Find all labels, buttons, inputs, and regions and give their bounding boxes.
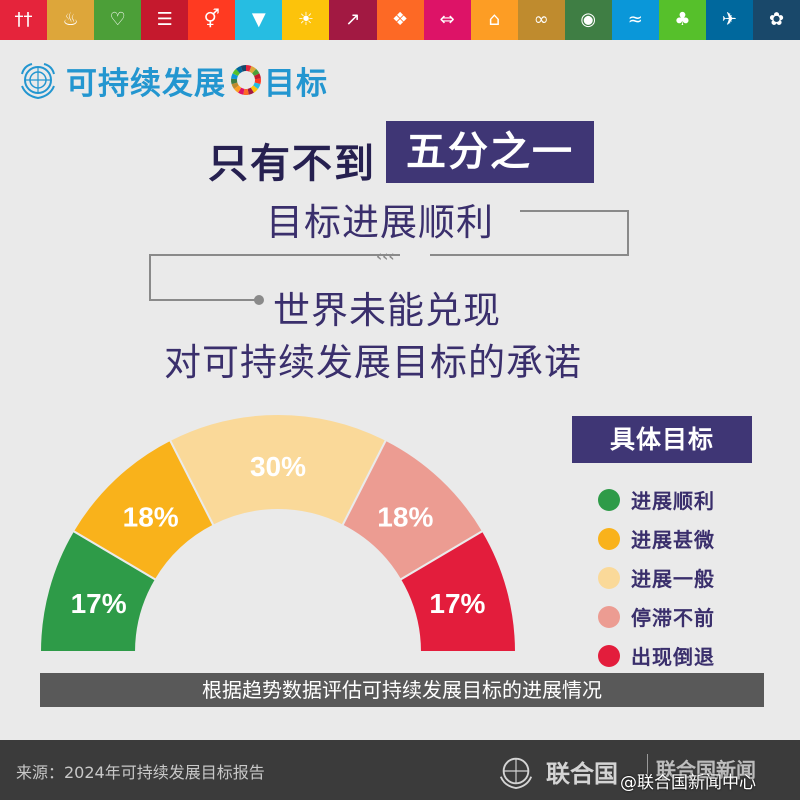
people-icon: †† <box>0 0 48 40</box>
headline-line-1: 目标进展顺利 <box>266 201 494 244</box>
legend-title: 具体目标 <box>572 416 752 463</box>
bowl-icon: ♨ <box>47 0 95 40</box>
footer-un-emblem-icon <box>499 757 533 790</box>
chart-data-label: 17% <box>429 588 485 619</box>
sdg-wheel-segment <box>235 66 243 74</box>
legend-swatch <box>598 605 620 628</box>
growth-chart-icon: ↗ <box>329 0 377 40</box>
legend-label: 进展一般 <box>631 567 715 591</box>
sdg-wheel-segment <box>240 65 246 72</box>
sdg-wheel-segment <box>249 66 257 74</box>
sdg-wheel-segment <box>234 85 242 93</box>
headline-lead: 只有不到 <box>208 141 376 187</box>
fish-icon: ≈ <box>611 0 659 40</box>
headline-line-2: 世界未能兑现 <box>273 289 501 332</box>
water-drop-icon: ▼ <box>235 0 283 40</box>
un-emblem-icon <box>21 63 55 100</box>
flower-icon: ✿ <box>753 0 800 40</box>
legend-label: 停滞不前 <box>631 606 715 630</box>
sdg-wheel-segment <box>231 78 238 85</box>
page-footer: 来源：2024年可持续发展目标报告 联合国 联合国新闻 <box>0 740 800 800</box>
headline-line-3: 对可持续发展目标的承诺 <box>164 341 582 384</box>
legend-item: 进展甚微 <box>598 519 715 558</box>
legend-item: 停滞不前 <box>598 597 715 636</box>
book-icon: ☰ <box>141 0 189 40</box>
heartbeat-icon: ♡ <box>94 0 142 40</box>
chart-data-label: 30% <box>250 451 306 482</box>
progress-half-donut-chart: 17% 18% 30% 18% 17% <box>38 413 518 653</box>
sdg-wheel-segment <box>253 82 261 90</box>
sdg-wheel-segment <box>246 65 252 72</box>
sun-icon: ☀ <box>282 0 330 40</box>
legend-swatch <box>598 527 620 550</box>
footer-brand: 联合国 <box>546 760 618 788</box>
sdg-wheel-segment <box>252 68 260 76</box>
headline: 只有不到 五分之一 <box>0 121 800 187</box>
legend-label: 出现倒退 <box>631 645 715 669</box>
legend-item: 进展顺利 <box>598 480 715 519</box>
gender-icon: ⚥ <box>188 0 236 40</box>
footer-brand-secondary: 联合国新闻 <box>656 758 756 782</box>
sdg-wheel-segment <box>232 68 240 76</box>
legend-label: 进展顺利 <box>631 489 715 513</box>
eye-globe-icon: ◉ <box>564 0 612 40</box>
legend-swatch <box>598 488 620 511</box>
legend-item: 进展一般 <box>598 558 715 597</box>
chart-caption: 根据趋势数据评估可持续发展目标的进展情况 <box>40 673 764 707</box>
chart-legend: 进展顺利进展甚微进展一般停滞不前出现倒退 <box>598 480 715 675</box>
chart-segment-5 <box>398 529 518 653</box>
header-title-prefix: 可持续发展 <box>66 65 226 102</box>
sdg-icon-strip: †† ♨ ♡ ☰ ⚥ ▼ ☀ ↗ ❖ ⇔ ⌂ ∞ ◉ ≈ ♣ ✈ ✿ <box>0 0 800 40</box>
infinity-icon: ∞ <box>517 0 565 40</box>
source-note: 来源：2024年可持续发展目标报告 <box>16 763 265 782</box>
headline-highlight: 五分之一 <box>386 121 594 183</box>
dove-icon: ✈ <box>705 0 753 40</box>
sdg-wheel-segment <box>254 73 261 80</box>
city-icon: ⌂ <box>470 0 518 40</box>
footer-divider <box>647 754 648 788</box>
sdg-wheel-segment <box>238 87 245 95</box>
chart-data-label: 17% <box>71 588 127 619</box>
sdg-wheel-segment <box>231 82 239 90</box>
legend-swatch <box>598 644 620 667</box>
sdg-wheel-segment <box>231 73 238 80</box>
svg-text:‹‹‹: ‹‹‹ <box>376 247 395 265</box>
cubes-icon: ❖ <box>376 0 424 40</box>
sdg-wheel-segment <box>254 78 261 85</box>
equality-arrows-icon: ⇔ <box>423 0 471 40</box>
page-header: 可持续发展 目标 <box>18 58 328 102</box>
legend-label: 进展甚微 <box>631 528 715 552</box>
sdg-wheel-segment <box>250 85 258 93</box>
chart-data-label: 18% <box>123 501 179 532</box>
tree-icon: ♣ <box>658 0 706 40</box>
legend-swatch <box>598 566 620 589</box>
watermark: @联合国新闻中心 <box>620 773 756 793</box>
sdg-wheel-segment <box>247 87 254 95</box>
header-title-suffix: 目标 <box>264 65 328 102</box>
chart-data-label: 18% <box>377 501 433 532</box>
sdg-wheel-segment <box>243 88 249 95</box>
sdg-wheel-icon <box>231 65 261 95</box>
legend-item: 出现倒退 <box>598 636 715 675</box>
